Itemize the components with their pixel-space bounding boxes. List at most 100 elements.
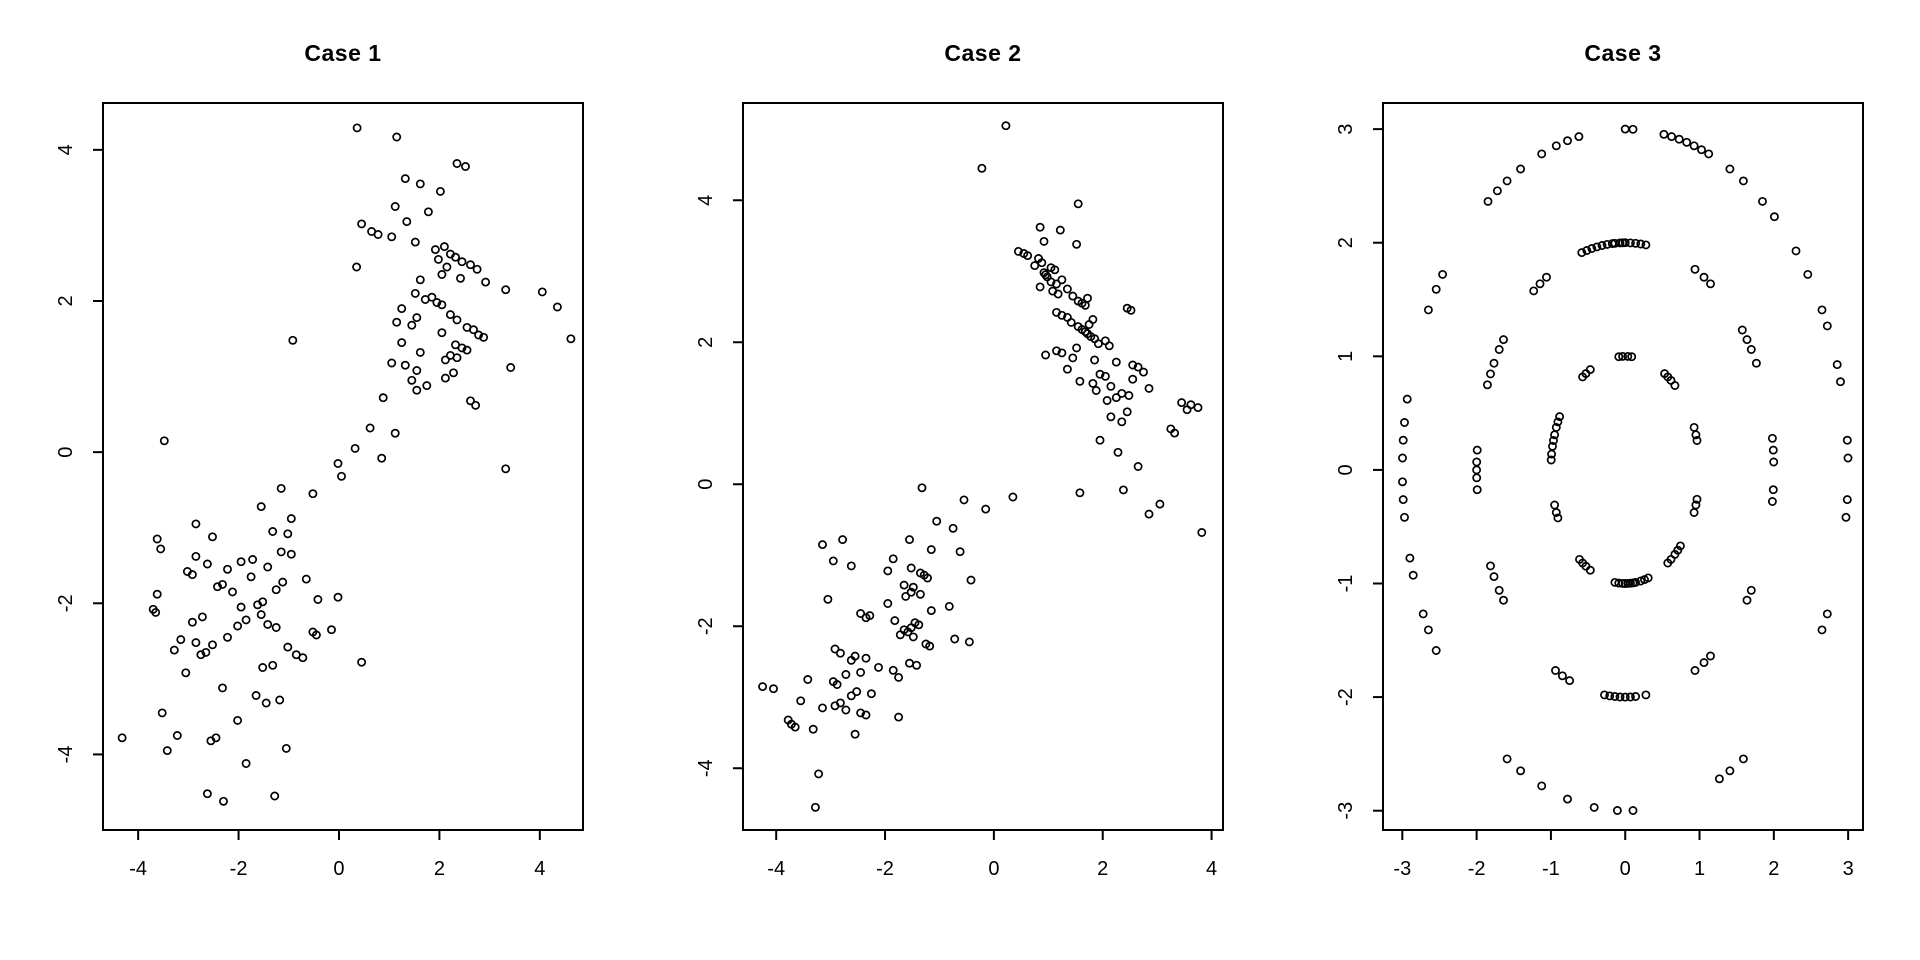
y-tick-label: 2 xyxy=(695,337,717,348)
data-point xyxy=(905,535,914,545)
data-point xyxy=(387,358,397,368)
data-point xyxy=(955,547,965,557)
data-point xyxy=(828,556,838,566)
y-tick-label: 3 xyxy=(1335,124,1357,135)
data-point xyxy=(1052,279,1061,289)
data-point xyxy=(1690,264,1700,274)
data-point xyxy=(1690,666,1700,675)
data-point xyxy=(397,304,407,314)
data-point xyxy=(1398,435,1408,445)
data-point xyxy=(1133,462,1143,471)
data-point xyxy=(1674,134,1684,144)
data-point xyxy=(917,483,927,493)
data-point xyxy=(890,616,900,626)
data-point xyxy=(1502,176,1512,186)
data-point xyxy=(1620,124,1630,134)
data-point xyxy=(830,701,840,711)
data-point xyxy=(1589,802,1599,812)
data-point xyxy=(1628,806,1638,815)
data-point xyxy=(1062,284,1072,294)
data-point xyxy=(1193,403,1203,413)
data-point xyxy=(1737,325,1747,335)
data-point xyxy=(1535,279,1545,289)
data-point xyxy=(437,300,447,310)
data-point xyxy=(472,264,482,274)
data-point xyxy=(1660,369,1670,379)
data-point xyxy=(474,330,484,340)
panel-title-case-1: Case 1 xyxy=(304,40,382,66)
data-point xyxy=(1197,528,1207,537)
data-point xyxy=(1551,141,1561,151)
data-point xyxy=(846,691,856,701)
data-point xyxy=(1122,407,1132,417)
data-point xyxy=(1499,335,1508,345)
data-point xyxy=(758,682,768,692)
data-point xyxy=(1605,691,1615,701)
data-point xyxy=(1155,499,1165,509)
data-point xyxy=(1542,272,1551,282)
data-point xyxy=(977,163,987,173)
data-point xyxy=(1408,570,1418,580)
data-point xyxy=(1706,279,1715,289)
data-point xyxy=(270,791,280,801)
data-point xyxy=(298,653,308,663)
y-tick-label: 0 xyxy=(695,479,717,490)
data-point xyxy=(1095,369,1105,379)
data-point xyxy=(906,563,916,573)
data-point xyxy=(1046,277,1056,287)
data-point xyxy=(501,285,511,295)
data-point xyxy=(1725,164,1735,174)
data-point xyxy=(1489,572,1499,582)
plot-box xyxy=(742,102,1224,831)
data-point xyxy=(908,632,918,642)
data-point xyxy=(846,561,856,571)
data-point xyxy=(251,691,261,700)
case-1-plot: -4 -2 0 2 4 -4 -2 0 2 4 xyxy=(55,102,584,880)
data-point xyxy=(1553,513,1563,523)
data-point xyxy=(248,555,258,564)
data-point xyxy=(1746,345,1756,354)
data-point xyxy=(1128,360,1138,370)
data-point xyxy=(233,621,243,631)
x-tick-label: 1 xyxy=(1694,858,1705,880)
data-point xyxy=(1516,766,1526,776)
data-point xyxy=(1549,436,1558,445)
data-point xyxy=(223,564,232,574)
data-point xyxy=(1091,386,1101,395)
data-point xyxy=(1551,508,1561,517)
x-tick-label: 3 xyxy=(1843,858,1854,880)
data-point xyxy=(1472,457,1482,467)
data-point xyxy=(152,534,162,544)
data-point xyxy=(1023,251,1033,261)
data-point xyxy=(1041,350,1051,360)
data-point xyxy=(1080,300,1090,310)
y-tick-label: 2 xyxy=(55,295,77,306)
data-point xyxy=(1111,393,1121,403)
x-tick-label: 0 xyxy=(988,858,999,880)
data-point xyxy=(373,230,383,239)
data-point xyxy=(1489,358,1499,368)
data-point xyxy=(1769,457,1779,467)
data-point xyxy=(201,647,211,657)
data-point xyxy=(901,591,911,601)
data-point xyxy=(1620,692,1630,702)
data-point xyxy=(387,232,397,242)
data-point xyxy=(156,544,166,554)
data-point xyxy=(1563,794,1572,804)
data-point xyxy=(1641,690,1651,700)
data-point xyxy=(1618,351,1628,361)
y-tick-label: -1 xyxy=(1335,575,1357,593)
data-point xyxy=(1106,381,1116,391)
data-point xyxy=(430,245,440,255)
data-point xyxy=(1062,364,1072,374)
y-tick-label: 4 xyxy=(695,195,717,206)
data-point xyxy=(191,638,201,648)
data-point xyxy=(202,559,212,569)
data-point xyxy=(1767,433,1777,443)
data-point xyxy=(1133,362,1143,372)
data-point xyxy=(271,623,281,632)
data-point xyxy=(888,554,898,564)
data-point xyxy=(895,630,905,640)
data-point xyxy=(1483,196,1493,206)
data-point xyxy=(377,453,387,463)
